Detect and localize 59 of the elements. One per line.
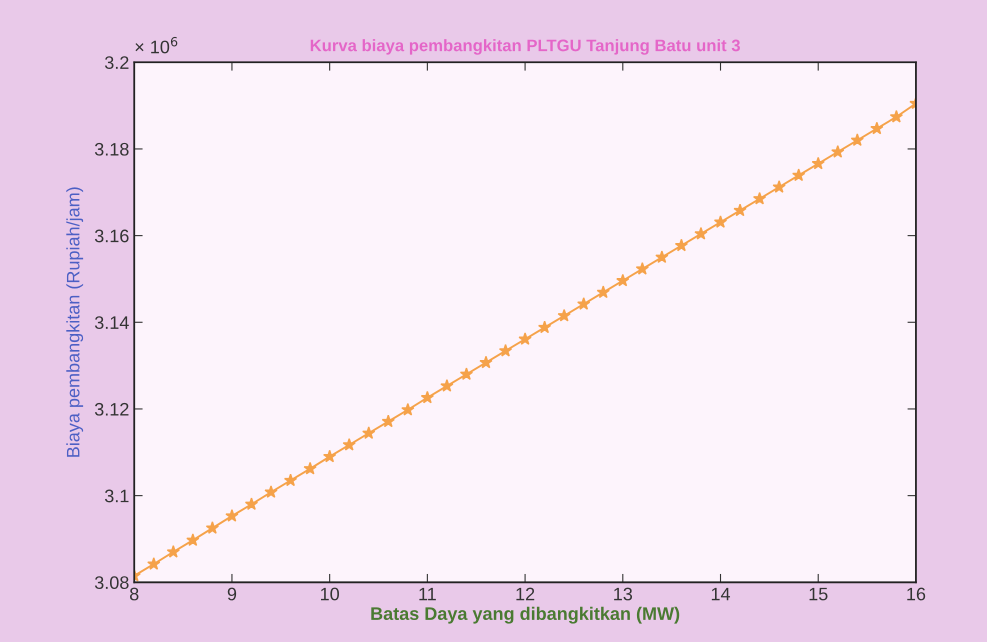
x-tick-label: 10 (320, 588, 339, 600)
point (772, 180, 786, 193)
point (636, 262, 649, 275)
point (812, 156, 825, 170)
text: × 10$^{6}$ (135, 36, 178, 54)
y-axis-title: Biaya pembangkitan (Rupiah/jam) (66, 187, 84, 457)
point (362, 426, 376, 439)
point (674, 238, 688, 252)
point (694, 226, 708, 240)
y-tick-label: 3.12 (94, 402, 128, 416)
point (850, 133, 864, 146)
point (831, 145, 844, 158)
chart-title: Kurva biaya pembangkitan PLTGU Tanjung Batu unit 3 (310, 39, 740, 55)
point (323, 450, 336, 462)
y-tick-label: 3.2 (104, 56, 128, 69)
y-tick-label: 3.18 (94, 142, 129, 156)
y-tick-label: 3.14 (94, 316, 129, 330)
x-tick-label: 15 (810, 588, 828, 600)
y-tick-label: 3.08 (94, 576, 129, 590)
x-tick-label: 12 (516, 588, 534, 600)
point (382, 414, 395, 428)
point (225, 509, 239, 522)
point (752, 192, 766, 205)
point (401, 402, 414, 416)
point (420, 390, 434, 404)
x-tick-label: 9 (228, 588, 236, 600)
point (577, 297, 590, 310)
point (264, 485, 278, 498)
point (518, 332, 532, 345)
point (733, 204, 747, 216)
point (244, 497, 258, 510)
point (714, 215, 728, 228)
point (616, 274, 630, 286)
y-tick-label: 3.1 (104, 490, 128, 502)
point (558, 308, 571, 322)
point (166, 545, 180, 558)
x-tick-label: 14 (712, 588, 730, 600)
x-tick-label: 16 (907, 588, 926, 600)
point (460, 367, 474, 380)
x-tick-label: 11 (419, 588, 436, 600)
point (538, 320, 552, 334)
point (890, 110, 904, 123)
point (792, 168, 806, 182)
point (186, 533, 200, 546)
point (342, 438, 356, 451)
point (303, 462, 317, 475)
point (498, 344, 512, 357)
x-tick-label: 8 (130, 588, 138, 600)
point (596, 285, 610, 298)
x-axis-title: Batas Daya yang dibangkitkan (MW) (371, 606, 680, 624)
point (206, 521, 220, 534)
point (147, 557, 160, 570)
y-tick-label: 3.16 (94, 230, 129, 242)
point (479, 356, 493, 368)
point (284, 474, 298, 486)
x-tick-label: 13 (614, 588, 632, 600)
point (655, 250, 669, 264)
point (870, 122, 884, 134)
point (440, 379, 454, 392)
